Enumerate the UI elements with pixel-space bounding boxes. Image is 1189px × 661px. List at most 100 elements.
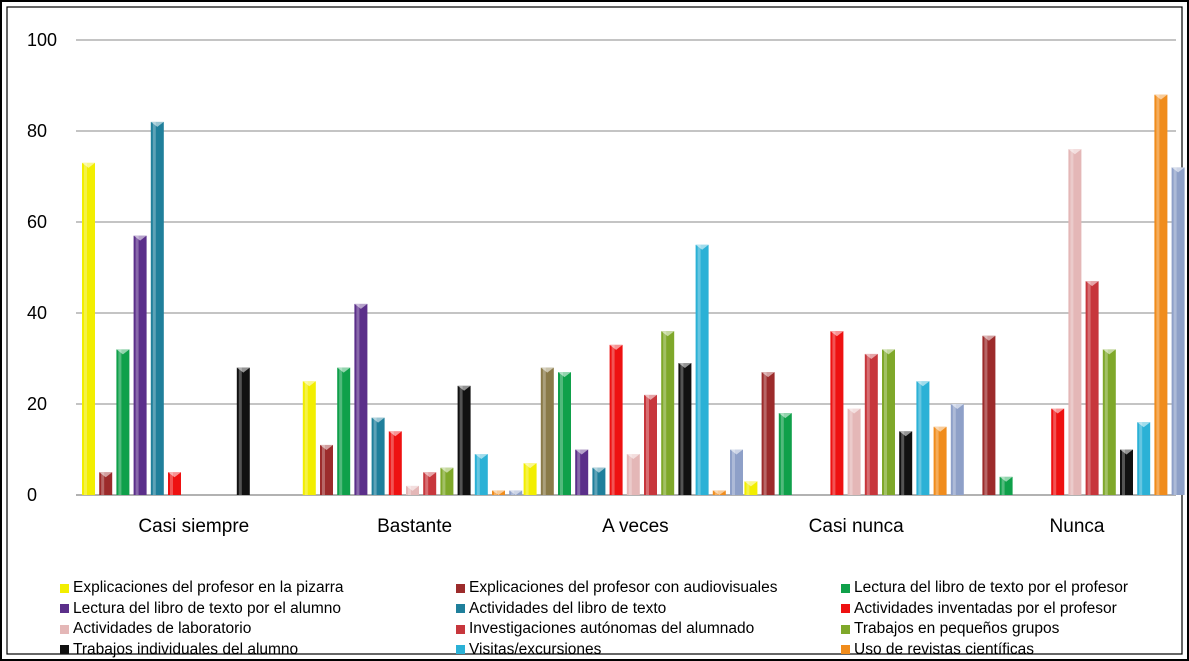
bar: [1085, 281, 1099, 495]
legend-label: Trabajos en pequeños grupos: [854, 620, 1060, 637]
bar-cap: [523, 463, 537, 469]
bar-highlight: [84, 162, 87, 495]
bar-body: [644, 394, 657, 495]
bar-cap: [882, 349, 895, 355]
bar-body: [609, 344, 623, 495]
bar-highlight: [476, 454, 480, 495]
bar-body: [982, 335, 996, 495]
bar-body: [371, 417, 385, 495]
bar: [847, 408, 861, 495]
legend-label: Uso de revistas científicas: [854, 640, 1035, 658]
bar-body: [1137, 422, 1151, 495]
bar: [592, 467, 606, 495]
y-tick-label: 0: [27, 485, 37, 505]
bar-body: [236, 367, 250, 495]
bar-cap: [99, 472, 113, 478]
bar-cap: [236, 367, 250, 373]
bar: [337, 367, 351, 495]
bar: [302, 381, 316, 495]
bar-cap: [492, 490, 505, 495]
bar-highlight: [1122, 449, 1125, 495]
bar-cap: [1051, 408, 1065, 414]
bar-cap: [474, 454, 488, 460]
bar-cap: [661, 331, 675, 337]
bar-body: [830, 331, 844, 495]
bar-highlight: [646, 394, 649, 495]
bar-highlight: [697, 244, 701, 495]
bar-highlight: [866, 353, 870, 495]
bar-highlight: [525, 463, 529, 495]
legend-label: Explicaciones del profesor con audiovisu…: [469, 579, 778, 596]
category-label: Casi siempre: [138, 516, 249, 537]
bar-highlight: [101, 472, 105, 495]
bar-cap: [592, 467, 606, 473]
bar: [1051, 408, 1065, 495]
bar: [406, 485, 419, 495]
bar-body: [950, 404, 964, 495]
legend-label: Actividades de laboratorio: [73, 620, 252, 637]
bar-cap: [830, 331, 844, 337]
bar-body: [999, 476, 1013, 495]
y-tick-label: 100: [27, 30, 57, 50]
bar-highlight: [322, 444, 325, 495]
bar-highlight: [1156, 94, 1160, 495]
bar-body: [695, 244, 709, 495]
bar: [509, 490, 523, 495]
bar-highlight: [238, 367, 242, 495]
bar-highlight: [918, 381, 922, 495]
legend-item: Actividades del libro de texto: [456, 599, 841, 619]
bar-cap: [1137, 422, 1151, 428]
bar: [236, 367, 250, 495]
bar-highlight: [611, 344, 615, 495]
bar-body: [388, 431, 402, 495]
bar-body: [1154, 94, 1168, 495]
y-tick-label: 60: [27, 212, 47, 232]
bar-cap: [950, 404, 964, 409]
bar-body: [1120, 449, 1133, 495]
bar-body: [847, 408, 861, 495]
bar-body: [882, 349, 895, 495]
bar-highlight: [884, 349, 887, 495]
bar-cap: [540, 367, 554, 373]
bar: [661, 331, 675, 495]
bar-highlight: [373, 417, 377, 495]
legend-label: Lectura del libro de texto por el alumno: [73, 599, 341, 617]
bar-body: [302, 381, 316, 495]
legend-swatch: [456, 604, 465, 613]
legend-swatch: [841, 583, 850, 593]
bar-cap: [609, 344, 623, 350]
bar: [320, 444, 333, 495]
bar-highlight: [849, 408, 853, 495]
bar-body: [899, 431, 913, 495]
bar-cap: [302, 381, 316, 387]
y-tick-label: 40: [27, 303, 47, 323]
bar: [933, 426, 947, 495]
bar-cap: [457, 385, 471, 391]
bar-highlight: [1173, 167, 1177, 495]
bar-body: [1085, 281, 1099, 495]
bar-highlight: [1001, 476, 1005, 495]
legend-swatch: [456, 645, 465, 654]
legend-label: Trabajos individuales del alumno: [73, 640, 299, 658]
bar-body: [540, 367, 554, 495]
bar: [778, 413, 792, 495]
bar-body: [575, 449, 589, 495]
bar-cap: [337, 367, 351, 373]
bar-cap: [695, 244, 709, 250]
bar-cap: [899, 431, 913, 437]
bar-body: [678, 363, 692, 495]
legend-label: Lectura del libro de texto por el profes…: [854, 579, 1128, 596]
legend-item: Trabajos individuales del alumno: [60, 640, 456, 660]
bars: [82, 94, 1185, 496]
bar-highlight: [1139, 422, 1143, 495]
legend-swatch: [60, 624, 69, 634]
bar: [744, 481, 758, 495]
bar-cap: [1154, 94, 1168, 100]
bar: [882, 349, 895, 495]
bar-body: [474, 454, 488, 495]
bar-cap: [116, 349, 130, 355]
bar: [950, 404, 964, 495]
bar-highlight: [832, 331, 836, 495]
bar-cap: [150, 121, 164, 127]
bar-body: [1171, 167, 1185, 495]
